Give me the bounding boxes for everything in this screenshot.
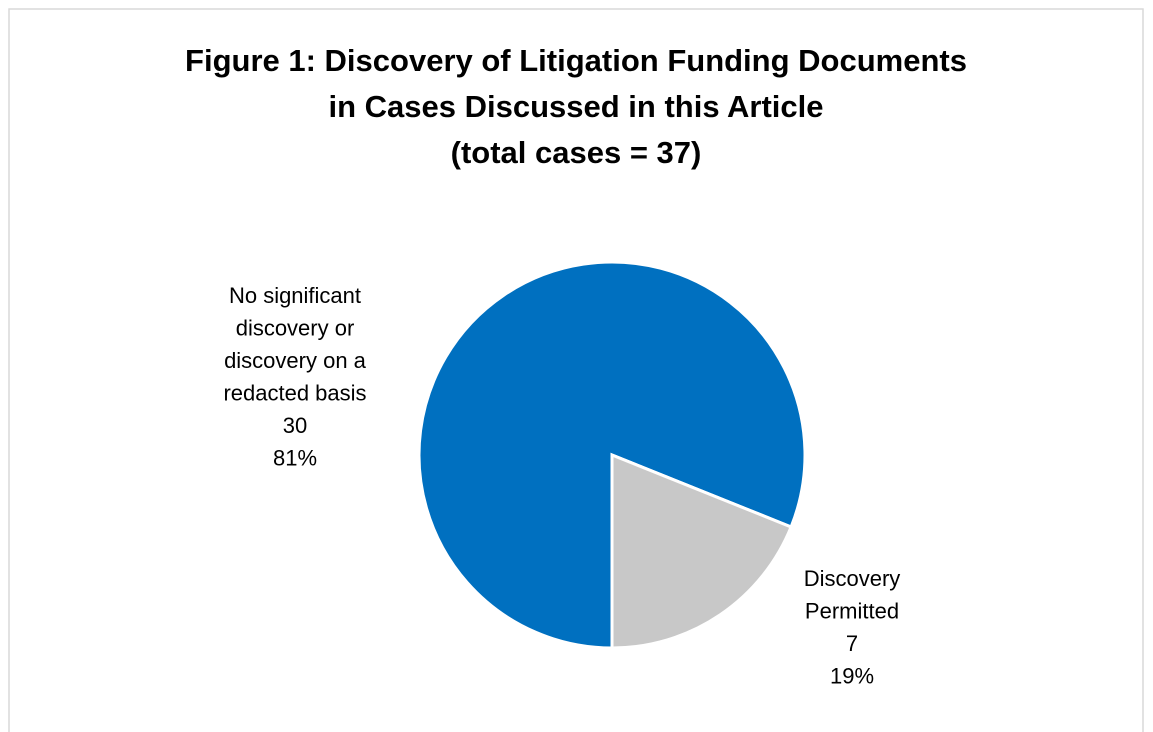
slice-value: 7: [846, 631, 858, 656]
slice-label: No significant: [229, 283, 361, 308]
slice-value: 30: [283, 413, 307, 438]
chart-title: Figure 1: Discovery of Litigation Fundin…: [185, 43, 967, 78]
slice-label: Discovery: [804, 566, 901, 591]
pie-slice: [610, 452, 794, 650]
slice-label: redacted basis: [223, 380, 366, 405]
chart-title: (total cases = 37): [451, 135, 702, 170]
slice-label: discovery or: [236, 315, 355, 340]
slice-label: discovery on a: [224, 348, 367, 373]
chart-title: in Cases Discussed in this Article: [328, 89, 823, 124]
slice-label: Permitted: [805, 598, 899, 623]
slice-percent: 81%: [273, 445, 317, 470]
slice-percent: 19%: [830, 663, 874, 688]
chart-frame: [8, 8, 1144, 732]
